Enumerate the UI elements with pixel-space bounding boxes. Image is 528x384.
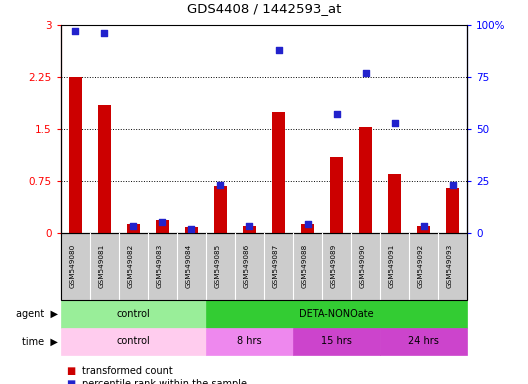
Text: agent  ▶: agent ▶ [16, 309, 58, 319]
Point [391, 119, 399, 126]
Bar [272, 111, 285, 233]
Bar [417, 226, 430, 233]
Text: 8 hrs: 8 hrs [237, 336, 262, 346]
Point [158, 219, 167, 225]
Point [303, 221, 312, 227]
Text: DETA-NONOate: DETA-NONOate [299, 309, 374, 319]
Bar [330, 157, 343, 233]
Bar [446, 188, 459, 233]
Bar [388, 174, 401, 233]
Text: GSM549089: GSM549089 [331, 244, 337, 288]
Bar [127, 224, 140, 233]
Bar [69, 77, 82, 233]
Point [449, 182, 457, 188]
Bar [98, 104, 111, 233]
Point [100, 30, 109, 36]
Point [129, 223, 138, 230]
Text: GSM549083: GSM549083 [156, 244, 163, 288]
Text: control: control [117, 309, 150, 319]
Point [187, 225, 196, 232]
Bar [214, 185, 227, 233]
Text: control: control [117, 336, 150, 346]
Text: GSM549080: GSM549080 [69, 244, 76, 288]
Point [361, 70, 370, 76]
Bar [301, 224, 314, 233]
Bar [156, 220, 169, 233]
Text: time  ▶: time ▶ [22, 336, 58, 346]
Text: 15 hrs: 15 hrs [321, 336, 352, 346]
Text: GSM549084: GSM549084 [185, 244, 192, 288]
Text: ■: ■ [66, 366, 76, 376]
Bar [185, 227, 198, 233]
Point [420, 223, 428, 230]
Text: GSM549081: GSM549081 [98, 244, 105, 288]
Text: ■: ■ [66, 379, 76, 384]
Point [333, 111, 341, 118]
Point [275, 47, 283, 53]
Bar [243, 227, 256, 233]
Text: 24 hrs: 24 hrs [408, 336, 439, 346]
Text: GSM549086: GSM549086 [243, 244, 250, 288]
Text: transformed count: transformed count [82, 366, 173, 376]
Point [245, 223, 254, 230]
Text: GSM549091: GSM549091 [389, 244, 394, 288]
Text: GSM549085: GSM549085 [214, 244, 221, 288]
Text: GSM549092: GSM549092 [418, 244, 423, 288]
Text: GSM549093: GSM549093 [447, 244, 453, 288]
Text: percentile rank within the sample: percentile rank within the sample [82, 379, 247, 384]
Point [216, 182, 225, 188]
Point [71, 28, 80, 34]
Text: GSM549090: GSM549090 [360, 244, 365, 288]
Text: GSM549087: GSM549087 [272, 244, 279, 288]
Bar [359, 127, 372, 233]
Text: GSM549088: GSM549088 [301, 244, 307, 288]
Text: GSM549082: GSM549082 [127, 244, 133, 288]
Text: GDS4408 / 1442593_at: GDS4408 / 1442593_at [187, 2, 341, 15]
